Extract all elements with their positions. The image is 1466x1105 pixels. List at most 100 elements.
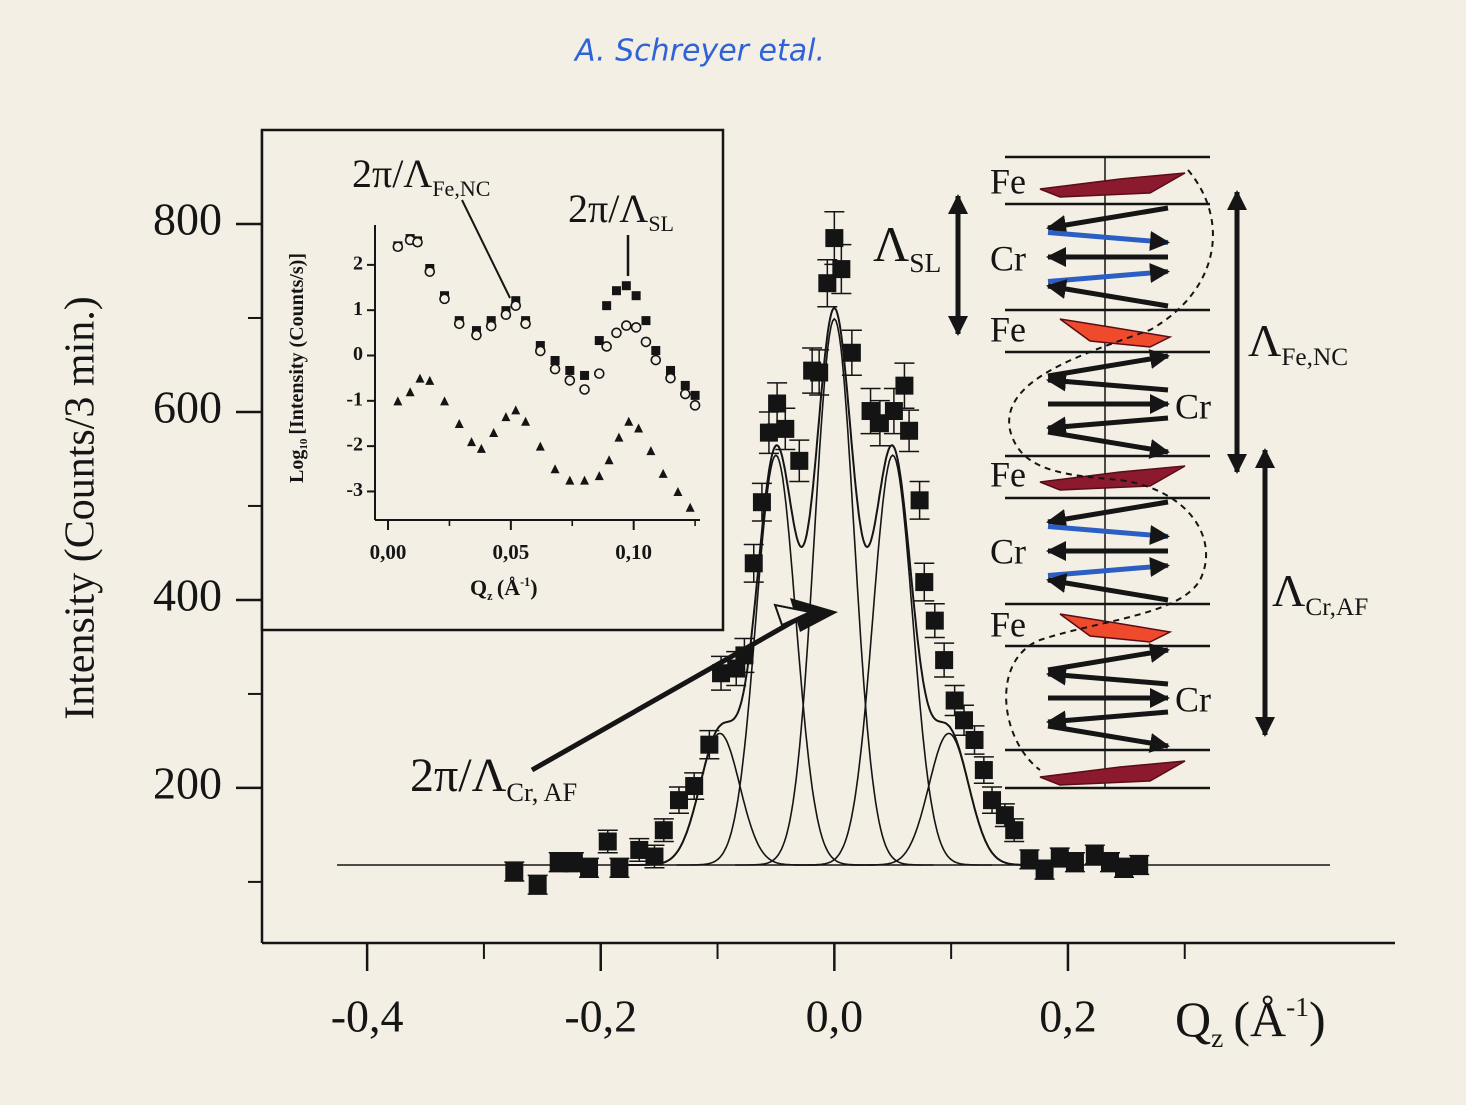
- marker-square: [1050, 848, 1069, 867]
- inset-y-axis-title-part: 10: [298, 438, 310, 450]
- marker-square: [884, 402, 903, 421]
- marker-triangle: [604, 455, 614, 465]
- marker-square: [744, 554, 763, 573]
- marker-square: [825, 229, 844, 248]
- marker-square: [790, 451, 809, 470]
- marker-square: [550, 355, 560, 365]
- marker-square: [598, 832, 617, 851]
- cr-moment: [1047, 643, 1170, 673]
- y-tick-label: 600: [153, 382, 222, 433]
- inset-y-axis-title-part: [Intensity (Counts/s)]: [286, 253, 308, 435]
- marker-circle: [520, 318, 531, 330]
- marker-circle: [650, 354, 662, 366]
- cr-moment: [1046, 499, 1169, 529]
- marker-triangle: [634, 423, 644, 433]
- inset-y-axis-title: Log10 [Intensity (Counts/s)]: [286, 253, 310, 483]
- fe-moment: [1059, 318, 1173, 348]
- layer-label: Cr: [990, 531, 1026, 571]
- x-tick-label: 0,2: [1039, 991, 1097, 1042]
- x-axis-title-part: (Å: [1233, 991, 1286, 1047]
- marker-square: [669, 791, 688, 810]
- marker-square: [631, 291, 641, 301]
- fe-moment: [1039, 760, 1186, 786]
- marker-square: [752, 493, 771, 512]
- x-tick-label: -0,2: [564, 991, 637, 1042]
- marker-circle: [510, 300, 522, 311]
- marker-circle: [412, 236, 423, 248]
- cr-moment: [1046, 279, 1169, 309]
- marker-circle: [679, 388, 691, 400]
- marker-circle: [665, 372, 676, 384]
- inset-x-axis-title-part: z: [487, 589, 493, 603]
- marker-square: [842, 343, 861, 362]
- fit-peak: [793, 454, 992, 866]
- marker-square: [870, 414, 889, 433]
- marker-triangle: [535, 441, 545, 451]
- layer-label: Cr: [1175, 679, 1211, 719]
- marker-square: [645, 847, 664, 866]
- inset-fe-nc-pointer: [461, 199, 511, 299]
- marker-triangle: [646, 446, 656, 456]
- marker-triangle: [521, 416, 531, 426]
- marker-circle: [621, 320, 632, 331]
- marker-circle: [601, 341, 612, 352]
- marker-square: [768, 394, 787, 413]
- marker-circle: [689, 400, 701, 411]
- marker-triangle: [476, 443, 486, 453]
- annotation-fe-nc-part: Fe,NC: [1281, 343, 1348, 371]
- inset-x-tick-label: 0,10: [615, 540, 652, 564]
- marker-square: [651, 346, 661, 356]
- marker-square: [630, 840, 649, 859]
- inset-annotation-sl: 2π/ΛSL: [568, 186, 674, 235]
- marker-circle: [640, 336, 652, 348]
- marker-square: [1065, 853, 1084, 872]
- marker-square: [690, 390, 700, 400]
- marker-triangle: [658, 468, 668, 478]
- marker-triangle: [624, 416, 634, 426]
- x-axis-title-part: Q: [1175, 991, 1211, 1047]
- inset-x-axis-title-part: -1: [520, 575, 530, 589]
- annotation-cr-af-part: 2π/Λ: [410, 749, 507, 802]
- layer-label: Fe: [990, 161, 1026, 201]
- cr-moment: [1046, 709, 1169, 731]
- layer-schematic: Fe Cr Fe Cr Fe Cr Fe Cr: [990, 155, 1214, 790]
- inset-y-axis-title-part: Log: [286, 450, 308, 483]
- annotation-sl: ΛSL: [873, 216, 941, 277]
- marker-square: [680, 380, 690, 390]
- marker-square: [759, 423, 778, 442]
- marker-circle: [549, 363, 561, 375]
- inset-y-tick-label: 2: [353, 252, 363, 274]
- marker-triangle: [393, 396, 403, 406]
- handwritten-note: A. Schreyer etal.: [573, 34, 825, 69]
- marker-circle: [439, 293, 450, 305]
- marker-circle: [579, 384, 590, 395]
- inset-frame: [260, 128, 725, 632]
- marker-square: [580, 370, 590, 380]
- marker-triangle: [565, 475, 575, 485]
- marker-square: [910, 491, 929, 510]
- inset-x-tick-label: 0,00: [370, 540, 407, 564]
- x-axis-title-part: z: [1211, 1022, 1223, 1053]
- marker-circle: [392, 241, 404, 253]
- inset-y-tick-label: -1: [346, 388, 363, 410]
- marker-square: [895, 376, 914, 395]
- marker-square: [810, 363, 829, 382]
- annotation-fe-nc-part: Λ: [1248, 315, 1281, 366]
- marker-triangle: [454, 418, 464, 428]
- cr-moment: [1047, 263, 1170, 284]
- marker-triangle: [440, 396, 450, 406]
- cr-moment: [1046, 573, 1169, 603]
- marker-circle: [424, 266, 436, 277]
- marker-triangle: [673, 486, 683, 496]
- x-axis-title-part: ): [1309, 991, 1326, 1047]
- marker-square: [580, 858, 599, 877]
- y-tick-label: 400: [153, 570, 222, 621]
- marker-square: [602, 301, 612, 311]
- inset-annotation-fe-nc-part: Fe,NC: [432, 176, 490, 201]
- y-tick-label: 800: [153, 194, 222, 245]
- inset-annotation-sl-part: SL: [648, 211, 674, 236]
- marker-square: [700, 735, 719, 754]
- marker-square: [925, 611, 944, 630]
